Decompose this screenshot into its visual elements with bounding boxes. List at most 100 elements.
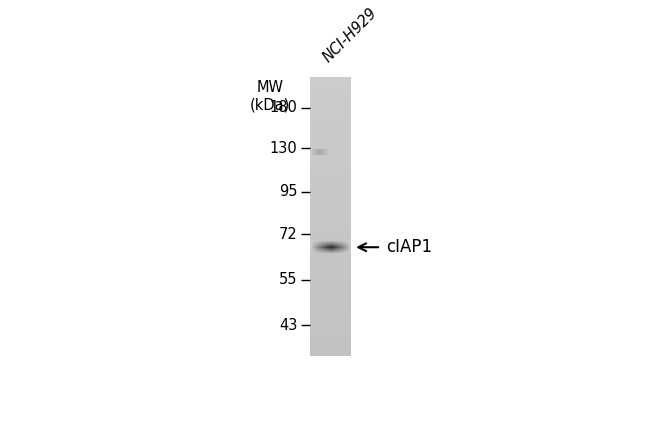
Bar [311, 133, 351, 134]
Text: 72: 72 [279, 227, 297, 242]
Bar [311, 272, 351, 273]
Bar [311, 82, 351, 83]
Bar [311, 236, 351, 237]
Bar [311, 227, 351, 228]
Bar [311, 199, 351, 200]
Bar [311, 287, 351, 288]
Bar [311, 186, 351, 187]
Bar [311, 169, 351, 170]
Bar [311, 345, 351, 346]
Bar [311, 327, 351, 328]
Bar [311, 218, 351, 219]
Bar [311, 83, 351, 84]
Bar [311, 216, 351, 217]
Bar [311, 279, 351, 280]
Bar [311, 142, 351, 143]
Bar [311, 305, 351, 306]
Bar [311, 110, 351, 111]
Bar [311, 317, 351, 318]
Bar [311, 88, 351, 89]
Bar [311, 341, 351, 342]
Bar [311, 119, 351, 120]
Bar [311, 89, 351, 90]
Bar [311, 154, 351, 155]
Bar [311, 231, 351, 232]
Bar [311, 288, 351, 289]
Bar [311, 309, 351, 310]
Bar [311, 348, 351, 349]
Bar [311, 230, 351, 231]
Bar [311, 306, 351, 307]
Bar [311, 285, 351, 286]
Bar [311, 334, 351, 335]
Bar [311, 340, 351, 341]
Bar [311, 174, 351, 175]
Bar [311, 257, 351, 258]
Bar [311, 128, 351, 129]
Bar [311, 313, 351, 314]
Bar [311, 204, 351, 205]
Bar [311, 195, 351, 196]
Bar [311, 184, 351, 185]
Bar [311, 225, 351, 226]
Bar [311, 173, 351, 174]
Bar [311, 251, 351, 252]
Bar [311, 303, 351, 304]
Bar [311, 346, 351, 347]
Bar [311, 342, 351, 343]
Bar [311, 114, 351, 115]
Bar [311, 276, 351, 277]
Bar [311, 319, 351, 320]
Bar [311, 299, 351, 300]
Bar [311, 220, 351, 221]
Bar [311, 163, 351, 164]
Bar [311, 104, 351, 105]
Bar [311, 207, 351, 208]
Bar [311, 210, 351, 211]
Bar [311, 333, 351, 334]
Bar [311, 244, 351, 245]
Bar [311, 165, 351, 166]
Bar [311, 221, 351, 222]
Bar [311, 155, 351, 156]
Bar [311, 112, 351, 113]
Bar [311, 157, 351, 158]
Bar [311, 332, 351, 333]
Bar [311, 316, 351, 317]
Bar [311, 131, 351, 132]
Bar [311, 190, 351, 191]
Bar [311, 121, 351, 122]
Bar [311, 283, 351, 284]
Bar [311, 193, 351, 194]
Bar [311, 176, 351, 177]
Bar [311, 238, 351, 239]
Bar [311, 213, 351, 214]
Bar [311, 111, 351, 112]
Bar [311, 321, 351, 322]
Bar [311, 132, 351, 133]
Bar [311, 81, 351, 82]
Bar [311, 222, 351, 223]
Bar [311, 96, 351, 97]
Bar [311, 170, 351, 171]
Bar [311, 109, 351, 110]
Bar [311, 281, 351, 282]
Bar [311, 107, 351, 108]
Text: 180: 180 [270, 100, 297, 115]
Bar [311, 297, 351, 298]
Bar [311, 292, 351, 293]
Bar [311, 99, 351, 100]
Bar [311, 347, 351, 348]
Bar [311, 178, 351, 179]
Bar [311, 295, 351, 296]
Bar [311, 329, 351, 330]
Bar [311, 168, 351, 169]
Bar [311, 337, 351, 338]
Bar [311, 188, 351, 189]
Bar [311, 97, 351, 98]
Bar [311, 300, 351, 301]
Bar [311, 126, 351, 127]
Bar [311, 237, 351, 238]
Bar [311, 264, 351, 265]
Bar [311, 80, 351, 81]
